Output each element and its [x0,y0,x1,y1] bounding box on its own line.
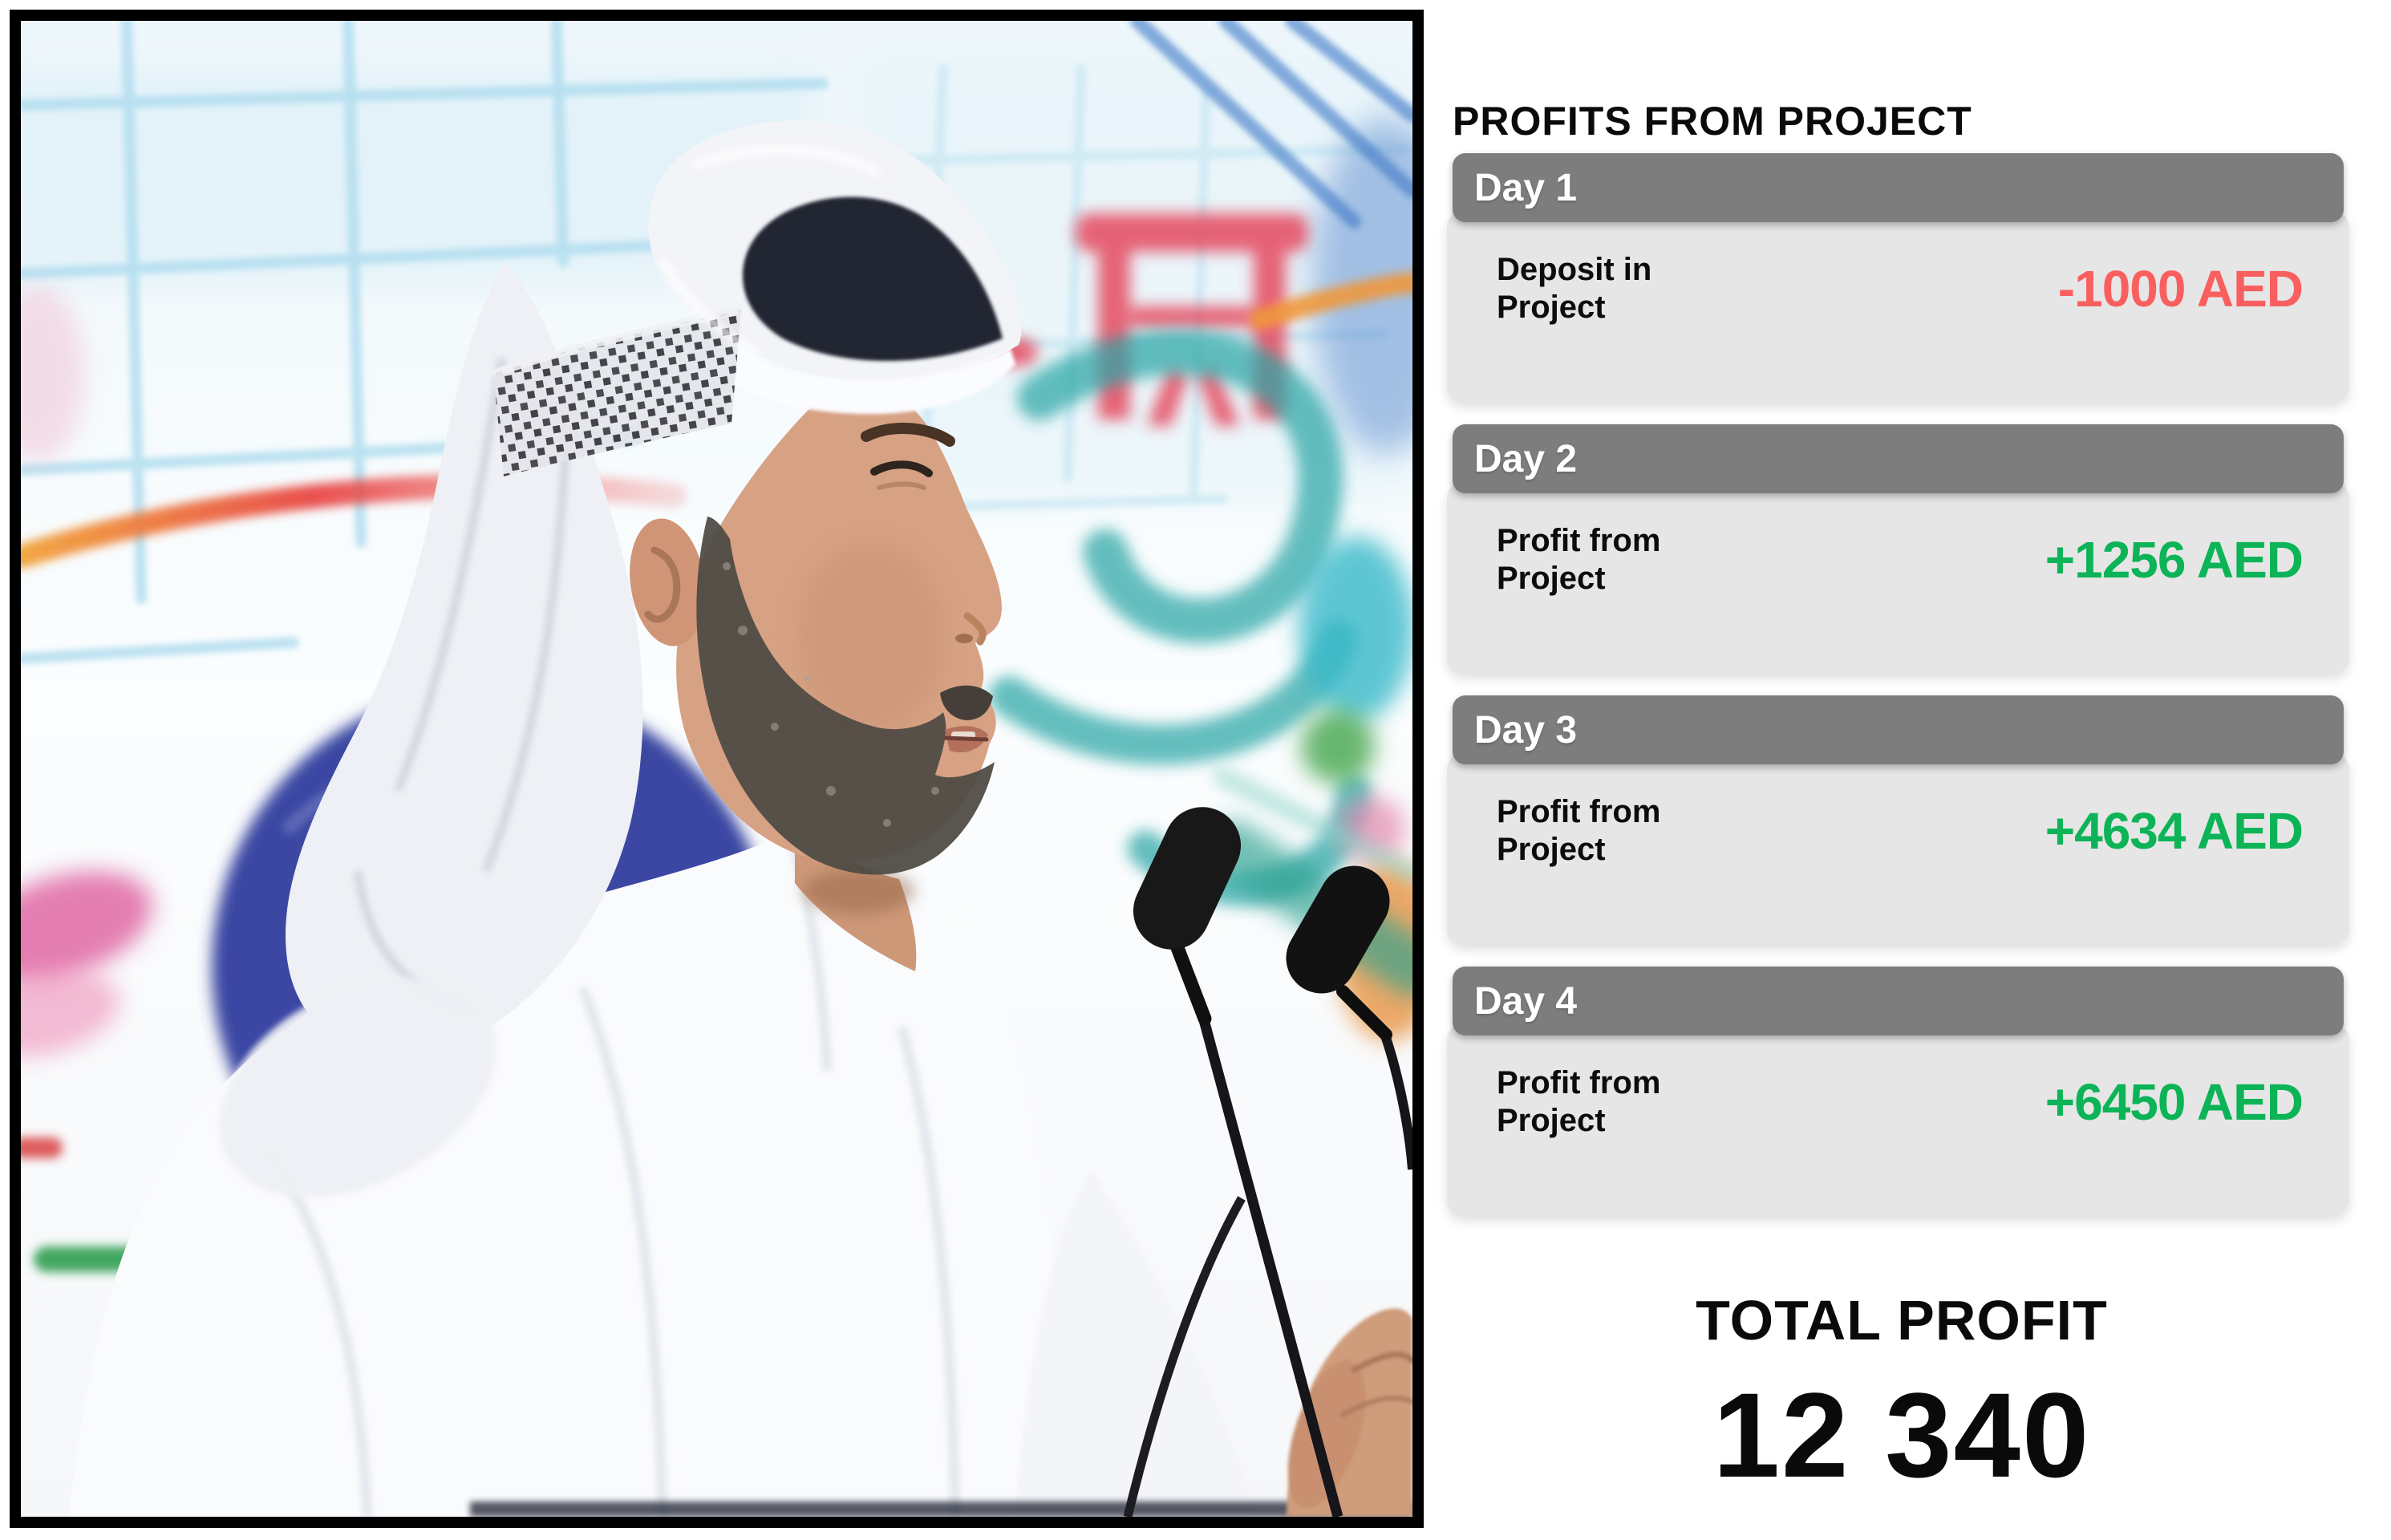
mic-2-head [1286,865,1390,994]
hand [1287,1308,1412,1517]
nose-shadow [963,612,987,646]
entry-amount: +1256 AED [2045,531,2304,589]
beard [696,517,995,875]
mustache [940,685,993,720]
day-card-header: Day 3 [1453,695,2344,764]
day-card-header: Day 2 [1453,424,2344,493]
total-section: TOTAL PROFIT 12 340 [1453,1288,2351,1495]
eye [870,460,933,477]
mic-2-stand [1380,1031,1412,1170]
entry-label: Deposit in Project [1497,252,1652,325]
nostril [955,634,973,643]
day-card-4: Day 4 Profit from Project +6450 AED [1447,967,2351,1215]
orange-arc-top [1250,272,1412,330]
microphone-2 [1286,865,1412,1170]
day-card-header: Day 4 [1453,967,2344,1035]
day-card-2: Day 2 Profit from Project +1256 AED [1447,424,2351,673]
red-table-icon [947,213,1308,426]
neck-shadow [803,869,915,914]
mouth-line [942,736,989,742]
day-label: Day 2 [1474,437,1578,480]
ghutra-front-rim [731,348,1015,415]
grid-lines [21,21,885,664]
mic-stand-crossing [1123,1196,1246,1517]
day-card-body: Profit from Project +6450 AED [1447,1024,2349,1215]
entry-label: Profit from Project [1497,794,1661,867]
entry-label: Profit from Project [1497,523,1661,596]
panel-title: PROFITS FROM PROJECT [1453,98,1972,144]
cheek-shade [797,542,945,735]
total-value: 12 340 [1712,1368,2091,1502]
eye-lid [877,481,926,490]
ghutra-shoulder-wrap [219,977,496,1198]
robe-sleeve [1015,1169,1256,1517]
day-label: Day 3 [1474,708,1578,752]
mesh-band [493,310,741,476]
eyebrow [861,423,955,447]
ear-inner [644,546,681,623]
day-card-1: Day 1 Deposit in Project -1000 AED [1447,153,2351,402]
mic-1-boom [1165,928,1212,1026]
entry-label: Profit from Project [1497,1065,1661,1138]
entry-amount: -1000 AED [2057,260,2304,318]
day-label: Day 1 [1474,166,1578,209]
mic-1-stand [1198,1015,1343,1517]
day-cards: Day 1 Deposit in Project -1000 AED Day 2… [1447,153,2351,1238]
day-card-body: Profit from Project +4634 AED [1447,753,2349,944]
mic-1-head [1133,807,1242,950]
speaker-figure [69,120,1256,1517]
speaker-photo [10,10,1424,1528]
day-card-body: Profit from Project +1256 AED [1447,482,2349,673]
ghutra-highlights [658,144,881,358]
total-label: TOTAL PROFIT [1696,1289,2108,1352]
ghutra-fold-shadow [743,197,1003,361]
mic-2-boom [1336,985,1392,1041]
beard-gray-flecks [723,562,971,827]
bottom-dark-strip [470,1502,1412,1517]
day-card-3: Day 3 Profit from Project +4634 AED [1447,695,2351,944]
entry-amount: +4634 AED [2045,802,2304,860]
day-card-body: Deposit in Project -1000 AED [1447,211,2349,402]
profits-panel: PROFITS FROM PROJECT Day 1 Deposit in Pr… [1447,0,2351,1540]
day-label: Day 4 [1474,979,1578,1023]
entry-amount: +6450 AED [2045,1073,2304,1131]
day-card-header: Day 1 [1453,153,2344,222]
microphone-1 [1133,807,1343,1517]
speaker-photo-illustration [21,21,1412,1517]
